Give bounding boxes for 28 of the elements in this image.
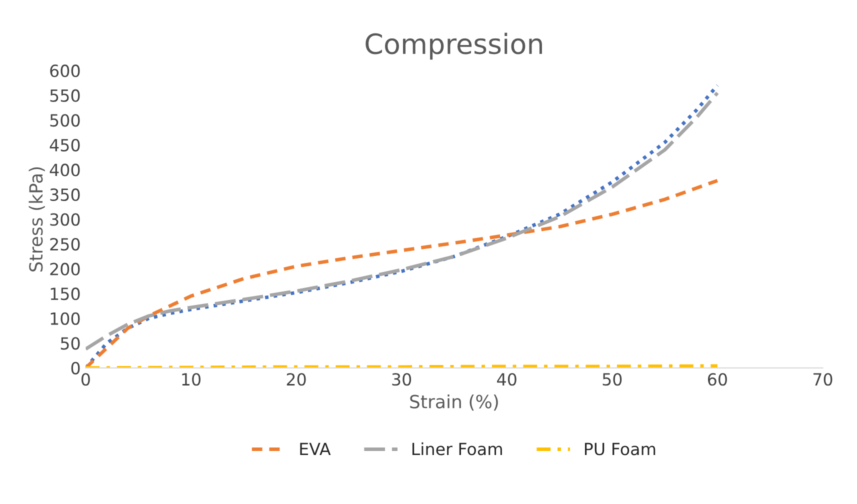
x-axis-title: Strain (%) — [410, 394, 498, 411]
x-tick-label: 20 — [286, 373, 306, 386]
y-tick-label: 0 — [71, 362, 80, 374]
x-tick-label: 50 — [602, 373, 622, 386]
line-series — [86, 178, 720, 368]
y-tick-label: 300 — [50, 213, 80, 226]
y-tick-label: 150 — [50, 288, 80, 300]
y-tick-label: 400 — [50, 164, 80, 176]
y-tick-label: 350 — [50, 188, 80, 202]
y-tick-label: 50 — [60, 337, 80, 350]
x-tick-label: 60 — [708, 373, 727, 386]
x-tick-label: 30 — [392, 373, 412, 386]
x-tick-label: 0 — [81, 373, 90, 386]
y-tick-label: 100 — [50, 312, 80, 325]
legend-label: Liner Foam — [412, 442, 502, 456]
y-axis-title: Stress (kPa) — [28, 167, 45, 272]
x-tick-label: 40 — [497, 373, 516, 386]
x-tick-label: 10 — [182, 373, 200, 386]
legend-label: PU Foam — [584, 442, 656, 456]
y-tick-label: 250 — [50, 238, 80, 251]
x-tick-label: 70 — [813, 373, 832, 386]
legend-label: EVA — [300, 442, 331, 456]
y-tick-label: 600 — [50, 64, 80, 78]
y-tick-label: 500 — [50, 114, 80, 127]
y-tick-label: 200 — [50, 262, 80, 276]
chart-title: Compression — [366, 32, 542, 60]
y-tick-label: 550 — [50, 89, 80, 102]
y-tick-label: 450 — [50, 138, 80, 152]
